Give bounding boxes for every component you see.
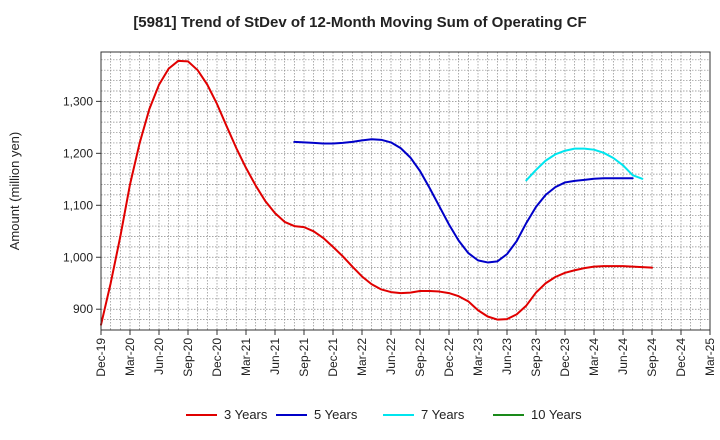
- plot-background: [101, 52, 710, 330]
- series-line-5-years: [293, 138, 634, 264]
- legend-label: 3 Years: [224, 407, 268, 422]
- y-tick-label: 900: [73, 302, 93, 316]
- series-line-7-years: [525, 147, 644, 182]
- y-tick-label: 1,100: [63, 198, 93, 212]
- x-tick-label: Dec-22: [442, 338, 456, 377]
- x-tick-label: Jun-24: [616, 338, 630, 375]
- legend-label: 7 Years: [421, 407, 465, 422]
- x-tick-label: Mar-22: [355, 338, 369, 376]
- grid: [101, 52, 710, 330]
- x-tick-label: Sep-23: [529, 338, 543, 377]
- x-axis-ticks: Dec-19 Mar-20 Jun-20 Sep-20 Dec-20 Mar-21 Jun-…: [94, 330, 717, 377]
- x-tick-label: Sep-20: [181, 338, 195, 377]
- x-tick-label: Jun-23: [500, 338, 514, 375]
- y-tick-label: 1,200: [63, 146, 93, 160]
- chart-title: [5981] Trend of StDev of 12-Month Moving…: [133, 14, 587, 31]
- x-tick-label: Dec-24: [674, 338, 688, 377]
- legend-label: 5 Years: [314, 407, 358, 422]
- series-layer: [100, 59, 653, 326]
- x-tick-label: Dec-19: [94, 338, 108, 377]
- legend-label: 10 Years: [531, 407, 582, 422]
- x-tick-label: Jun-21: [268, 338, 282, 375]
- x-tick-label: Dec-20: [210, 338, 224, 377]
- y-axis-label: Amount (million yen): [7, 132, 22, 251]
- y-axis-ticks: 900 1,000 1,100 1,200 1,300: [63, 94, 101, 316]
- x-tick-label: Sep-22: [413, 338, 427, 377]
- x-tick-label: Sep-21: [297, 338, 311, 377]
- plot-frame: [100, 51, 711, 331]
- x-tick-label: Jun-22: [384, 338, 398, 375]
- x-tick-label: Mar-20: [123, 338, 137, 376]
- x-tick-label: Mar-24: [587, 338, 601, 376]
- legend: 3 Years 5 Years 7 Years 10 Years: [186, 407, 582, 422]
- x-tick-label: Sep-24: [645, 338, 659, 377]
- x-tick-label: Dec-23: [558, 338, 572, 377]
- x-tick-label: Mar-23: [471, 338, 485, 376]
- x-tick-label: Jun-20: [152, 338, 166, 375]
- x-tick-label: Dec-21: [326, 338, 340, 377]
- x-tick-label: Mar-21: [239, 338, 253, 376]
- x-tick-label: Mar-25: [703, 338, 717, 376]
- y-tick-label: 1,000: [63, 250, 93, 264]
- series-line-3-years: [100, 59, 653, 326]
- y-tick-label: 1,300: [63, 94, 93, 108]
